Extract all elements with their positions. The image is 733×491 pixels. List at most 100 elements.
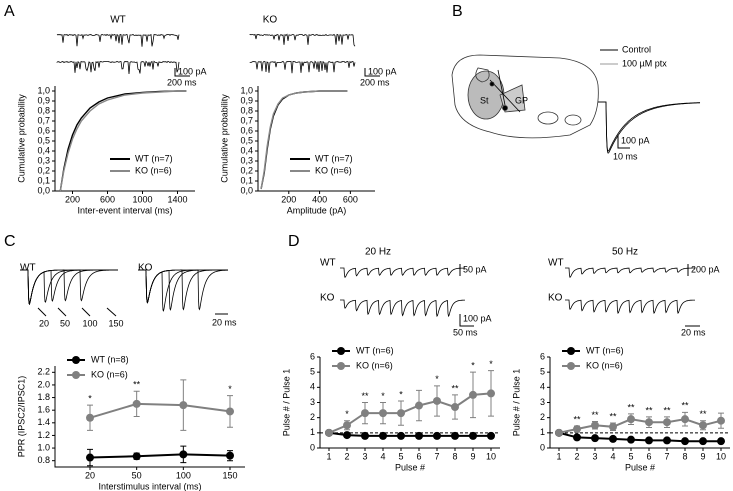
marker	[717, 437, 725, 446]
panel-letter: C	[4, 233, 16, 250]
marker	[325, 428, 333, 437]
scale-label: 100 pA	[178, 66, 207, 76]
legend-label: Control	[622, 44, 651, 54]
significance: *	[228, 384, 232, 394]
x-tick-label: 6	[416, 451, 421, 461]
y-tick-label: 0,6	[37, 125, 50, 135]
marker	[573, 433, 581, 442]
marker	[699, 421, 707, 430]
marker	[487, 431, 495, 440]
train-trace	[565, 299, 695, 314]
x-tick-label: 20	[85, 470, 95, 480]
marker	[555, 428, 563, 437]
x-tick-label: 600	[343, 194, 358, 204]
marker	[397, 409, 405, 418]
y-tick-label: 0,2	[37, 165, 50, 175]
stim-arrows	[37, 307, 117, 317]
y-tick-label: 0.8	[37, 455, 50, 465]
x-axis-label: Amplitude (pA)	[287, 205, 347, 215]
marker	[132, 452, 141, 461]
legend-marker	[337, 362, 345, 370]
legend-marker	[567, 347, 575, 355]
x-axis-label: Interstimulus interval (ms)	[98, 481, 201, 491]
y-tick-label: 2.0	[37, 379, 50, 389]
series-line	[558, 431, 721, 443]
y-tick-label: 0,7	[240, 115, 253, 125]
y-tick-label: 1.6	[37, 405, 50, 415]
x-tick-label: 600	[100, 194, 115, 204]
spontaneous-trace	[249, 33, 356, 47]
legend-label: WT (n=7)	[315, 153, 353, 163]
x-tick-label: 1	[326, 451, 331, 461]
x-tick-label: 2	[344, 451, 349, 461]
significance: **	[609, 411, 617, 421]
x-axis-label: Inter-event interval (ms)	[77, 205, 172, 215]
series-line	[89, 453, 231, 459]
marker	[433, 396, 441, 405]
scale-label: 50 pA	[463, 264, 487, 274]
y-tick-label: 3	[310, 397, 315, 407]
significance: **	[699, 409, 707, 419]
x-tick-label: 8	[452, 451, 457, 461]
marker	[469, 390, 477, 399]
significance: **	[451, 383, 459, 393]
trace-title: KO	[263, 15, 278, 26]
x-tick-label: 100	[176, 470, 191, 480]
train-trace	[340, 267, 465, 278]
marker	[663, 418, 671, 427]
marker	[681, 437, 689, 446]
scale-label: 200 ms	[167, 77, 197, 87]
legend-label: 100 µM ptx	[622, 58, 667, 68]
legend-label: WT (n=8)	[91, 354, 129, 364]
legend-label: KO (n=6)	[356, 360, 393, 370]
significance: **	[591, 410, 599, 420]
marker	[343, 431, 351, 440]
x-tick-label: 1000	[132, 194, 152, 204]
marker	[627, 415, 635, 424]
y-tick-label: 0,9	[37, 95, 50, 105]
y-tick-label: 0,0	[240, 185, 253, 195]
paired-pulse-trace	[20, 269, 118, 305]
y-tick-label: 5	[540, 367, 545, 377]
legend-marker	[72, 356, 80, 364]
x-tick-label: 150	[222, 470, 237, 480]
x-tick-label: 3	[362, 451, 367, 461]
spontaneous-trace	[56, 60, 180, 75]
y-tick-label: 0,1	[240, 175, 253, 185]
y-tick-label: 0,5	[37, 135, 50, 145]
y-tick-label: 1.4	[37, 417, 50, 427]
series-line	[328, 392, 492, 434]
marker	[226, 407, 234, 416]
legend-label: WT (n=7)	[135, 153, 173, 163]
legend-label: WT (n=6)	[586, 345, 624, 355]
marker	[86, 413, 94, 422]
x-tick-label: 10	[716, 451, 726, 461]
paired-pulse-trace	[20, 269, 118, 305]
scale-label: 100 pA	[368, 66, 397, 76]
marker	[226, 451, 234, 460]
scale-label: 100 pA	[621, 135, 650, 145]
scale-label: 20 ms	[212, 317, 237, 327]
row-label: WT	[320, 258, 336, 269]
scale-label: 100 pA	[463, 313, 492, 323]
y-tick-label: 6	[540, 351, 545, 361]
marker	[469, 431, 477, 440]
x-tick-label: 10	[486, 451, 496, 461]
trace-title: WT	[110, 15, 126, 26]
y-tick-label: 0,1	[37, 175, 50, 185]
marker	[717, 416, 725, 425]
y-axis-label: Pulse # / Pulse 1	[281, 369, 291, 437]
legend-marker	[72, 371, 80, 379]
y-tick-label: 1,0	[240, 85, 253, 95]
marker	[451, 431, 459, 440]
marker	[415, 401, 423, 410]
x-axis-label: Pulse #	[395, 462, 425, 472]
significance: *	[88, 394, 92, 404]
y-tick-label: 1,0	[37, 85, 50, 95]
trace-title: KO	[138, 263, 153, 274]
series-line	[328, 431, 491, 437]
scale-bar	[174, 68, 190, 77]
x-tick-label: 8	[682, 451, 687, 461]
trace-title: 20 Hz	[365, 247, 391, 258]
